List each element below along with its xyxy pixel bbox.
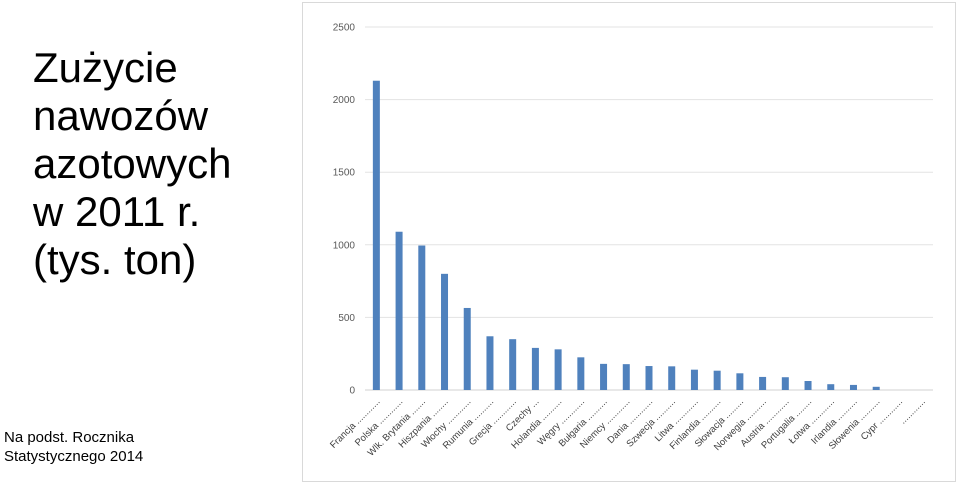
- bar: [463, 307, 471, 390]
- source-line: Na podst. Rocznika: [4, 429, 135, 446]
- title-line: w 2011 r.: [33, 188, 201, 235]
- title-line: azotowych: [33, 140, 232, 187]
- bar: [759, 376, 767, 390]
- y-tick-label: 1500: [333, 168, 356, 179]
- title-line: Zużycie: [33, 44, 178, 91]
- chart-frame: 0 500 1000 1500 2000 2500 Francja ...........…: [302, 2, 956, 482]
- bar: [554, 349, 562, 390]
- bar: [486, 336, 494, 390]
- bar: [736, 373, 744, 390]
- y-tick-label: 0: [349, 386, 355, 397]
- y-axis-ticks: 0 500 1000 1500 2000 2500: [333, 23, 356, 397]
- bar: [509, 339, 517, 390]
- bar: [645, 366, 653, 390]
- gridlines: [365, 26, 933, 391]
- bar: [577, 357, 585, 390]
- bar: [372, 80, 380, 390]
- slide-title: Zużycie nawozów azotowych w 2011 r. (tys…: [33, 44, 303, 284]
- bar: [872, 386, 880, 390]
- title-line: (tys. ton): [33, 236, 197, 283]
- bar: [668, 366, 676, 390]
- source-note: Na podst. Rocznika Statystycznego 2014: [4, 428, 304, 466]
- bar: [690, 369, 698, 390]
- bars: [372, 80, 880, 390]
- x-axis-labels: Francja ............Polska ............W…: [328, 396, 928, 458]
- x-tick-label: ............: [898, 396, 928, 426]
- bar: [441, 273, 449, 390]
- bar: [827, 384, 835, 390]
- y-tick-label: 2500: [333, 23, 356, 34]
- bar: [849, 384, 857, 390]
- bar: [622, 364, 630, 390]
- title-line: nawozów: [33, 92, 209, 139]
- bar: [713, 370, 721, 390]
- bar: [781, 377, 789, 390]
- y-tick-label: 1000: [333, 240, 356, 251]
- bar: [418, 245, 426, 390]
- bar: [531, 347, 539, 390]
- y-tick-label: 2000: [333, 95, 356, 106]
- source-line: Statystycznego 2014: [4, 448, 144, 465]
- bar-chart: 0 500 1000 1500 2000 2500 Francja ...........…: [328, 23, 933, 459]
- bar: [395, 231, 403, 390]
- y-tick-label: 500: [338, 313, 355, 324]
- bar: [804, 380, 812, 390]
- bar: [600, 363, 608, 390]
